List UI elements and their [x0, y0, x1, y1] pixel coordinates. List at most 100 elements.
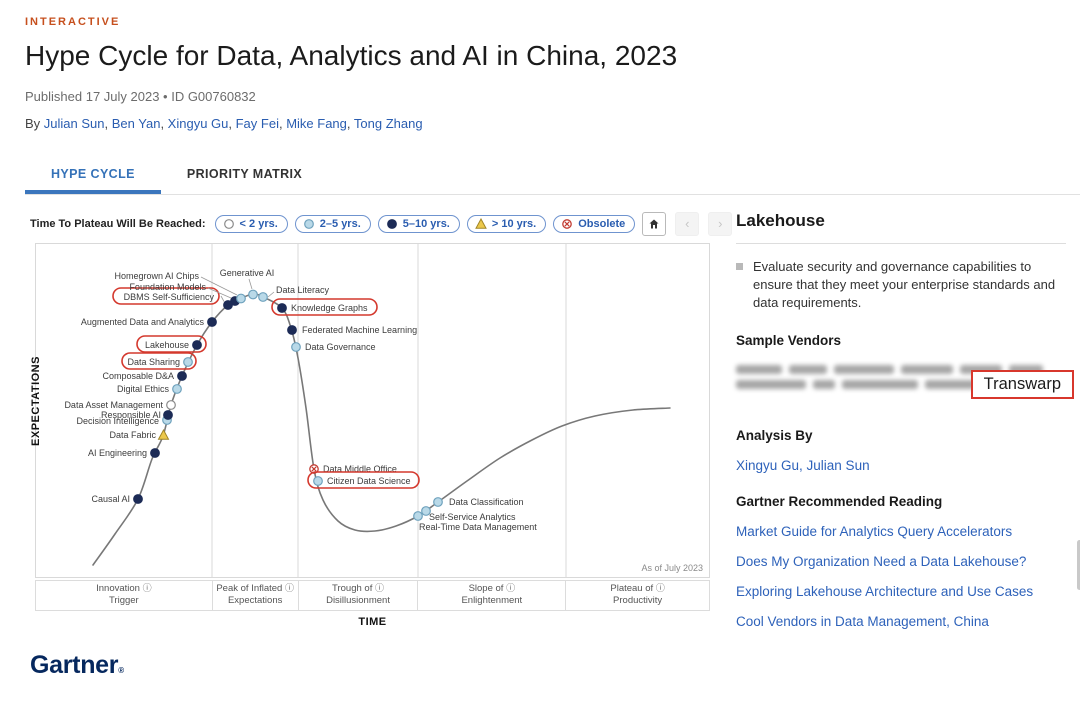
- tab-hype-cycle[interactable]: HYPE CYCLE: [25, 157, 161, 194]
- reading-link-1[interactable]: Market Guide for Analytics Query Acceler…: [736, 524, 1013, 540]
- chart-point-data-fabric[interactable]: Data Fabric: [109, 428, 170, 440]
- info-icon[interactable]: ⓘ: [285, 582, 295, 593]
- chart-point-dbms-self-sufficiency[interactable]: DBMS Self-Sufficiency: [112, 286, 233, 310]
- hype-cycle-chart: EXPECTATIONS Causal AI AI Engineering Data…: [25, 242, 710, 628]
- chart-point-homegrown-ai-chips[interactable]: Homegrown AI Chips: [114, 271, 246, 304]
- x-axis-label: TIME: [358, 615, 387, 628]
- page-title: Hype Cycle for Data, Analytics and AI in…: [25, 40, 678, 71]
- reading-link-4[interactable]: Cool Vendors in Data Management, China: [736, 614, 989, 630]
- reading-link-3[interactable]: Exploring Lakehouse Architecture and Use…: [736, 584, 1034, 600]
- analysis-by-heading: Analysis By: [736, 428, 813, 444]
- chart-point-data-governance[interactable]: Data Governance: [291, 342, 376, 352]
- chart-point-composable-d-a[interactable]: Composable D&A: [102, 371, 187, 381]
- svg-text:Lakehouse: Lakehouse: [145, 340, 189, 350]
- chart-point-federated-machine-learning[interactable]: Federated Machine Learning: [287, 325, 417, 335]
- 5-10yrs-circle-icon: [386, 218, 397, 229]
- svg-text:DBMS Self-Sufficiency: DBMS Self-Sufficiency: [124, 292, 215, 302]
- author-link[interactable]: Fay Fei: [235, 115, 279, 131]
- chart-point-generative-ai[interactable]: Generative AI: [220, 268, 275, 300]
- chart-point-ai-engineering[interactable]: AI Engineering: [88, 448, 160, 458]
- chart-point-data-classification[interactable]: Data Classification: [433, 497, 524, 507]
- info-icon[interactable]: ⓘ: [142, 582, 152, 593]
- legend-pill-lt-2yrs[interactable]: < 2 yrs.: [214, 214, 288, 233]
- svg-text:Causal AI: Causal AI: [91, 494, 130, 504]
- author-link[interactable]: Julian Sun: [43, 115, 105, 131]
- legend-pill-2-5yrs[interactable]: 2–5 yrs.: [294, 214, 371, 233]
- chart-point-citizen-data-science[interactable]: Citizen Data Science: [307, 470, 420, 489]
- square-bullet-icon: [736, 262, 743, 270]
- byline-authors: Julian Sun, Ben Yan, Xingyu Gu, Fay Fei,…: [43, 115, 423, 131]
- home-button[interactable]: [642, 211, 667, 236]
- gt10yrs-triangle-icon: [475, 217, 487, 229]
- svg-text:Data Middle Office: Data Middle Office: [323, 464, 397, 474]
- legend-pill-5-10yrs[interactable]: 5–10 yrs.: [377, 214, 460, 233]
- panel-bullet: Evaluate security and governance capabil…: [736, 258, 1066, 313]
- recommended-reading-heading: Gartner Recommended Reading: [736, 494, 943, 510]
- chart-point-data-middle-office[interactable]: Data Middle Office: [309, 464, 397, 474]
- chart-point-data-asset-management[interactable]: Data Asset Management: [64, 400, 176, 410]
- chart-point-data-literacy[interactable]: Data Literacy: [258, 285, 330, 302]
- next-button[interactable]: ›: [708, 211, 733, 236]
- svg-text:Data Sharing: Data Sharing: [127, 357, 180, 367]
- phase-peak-of-inflated-expectations: Peak of Inflated ⓘ Expectations: [211, 579, 299, 611]
- legend-pill-gt-10yrs[interactable]: > 10 yrs.: [466, 214, 547, 233]
- phase-slope-of-enlightenment: Slope of ⓘ Enlightenment: [417, 579, 567, 611]
- tab-bar: HYPE CYCLE PRIORITY MATRIX: [25, 157, 1080, 195]
- redacted-vendor-text: [736, 361, 1066, 376]
- svg-text:Real-Time Data Management: Real-Time Data Management: [419, 522, 537, 532]
- svg-text:Data Classification: Data Classification: [449, 497, 524, 507]
- chart-point-digital-ethics[interactable]: Digital Ethics: [117, 384, 182, 394]
- detail-panel: Lakehouse Evaluate security and governan…: [736, 195, 1080, 630]
- chart-point-causal-ai[interactable]: Causal AI: [91, 494, 143, 504]
- phase-innovation-trigger: Innovation ⓘ Trigger: [35, 579, 213, 611]
- author-link[interactable]: Ben Yan: [111, 115, 161, 131]
- svg-text:Data Fabric: Data Fabric: [109, 430, 156, 440]
- svg-text:Self-Service Analytics: Self-Service Analytics: [429, 512, 516, 522]
- chart-toolbar: ‹ ›: [642, 211, 735, 236]
- svg-text:Augmented Data and Analytics: Augmented Data and Analytics: [81, 317, 205, 327]
- author-link[interactable]: Mike Fang: [286, 115, 347, 131]
- analysis-by-authors-link[interactable]: Xingyu Gu, Julian Sun: [736, 458, 870, 474]
- legend-title: Time To Plateau Will Be Reached:: [30, 217, 206, 230]
- panel-scrollbar-thumb[interactable]: [1077, 539, 1080, 590]
- svg-text:Decision Intelligence: Decision Intelligence: [76, 416, 159, 426]
- svg-text:Citizen Data Science: Citizen Data Science: [327, 476, 411, 486]
- footer: Gartner®: [25, 651, 1080, 680]
- legend-pill-obsolete[interactable]: Obsolete: [553, 214, 636, 233]
- byline: By Julian Sun, Ben Yan, Xingyu Gu, Fay F…: [25, 116, 1080, 131]
- vendor-highlight-box: Transwarp: [970, 370, 1074, 400]
- sample-vendors-block: Transwarp: [736, 361, 1074, 407]
- svg-text:Composable D&A: Composable D&A: [102, 371, 174, 381]
- chart-section: Time To Plateau Will Be Reached: < 2 yrs…: [25, 195, 733, 630]
- svg-text:Generative AI: Generative AI: [220, 268, 275, 278]
- page: INTERACTIVE Hype Cycle for Data, Analyti…: [25, 16, 1080, 680]
- prev-button[interactable]: ‹: [675, 211, 700, 236]
- chart-point-real-time-data-management[interactable]: Real-Time Data Management: [413, 510, 538, 532]
- svg-text:Knowledge Graphs: Knowledge Graphs: [291, 303, 368, 313]
- 2-5yrs-circle-icon: [303, 218, 314, 229]
- author-link[interactable]: Tong Zhang: [353, 115, 423, 131]
- info-icon[interactable]: ⓘ: [655, 582, 665, 593]
- lt2yrs-circle-icon: [223, 218, 234, 229]
- panel-title: Lakehouse: [736, 211, 1066, 244]
- info-icon[interactable]: ⓘ: [506, 582, 516, 593]
- author-link[interactable]: Xingyu Gu: [167, 115, 229, 131]
- obsolete-crossed-circle-icon: [562, 218, 573, 229]
- reading-link-2[interactable]: Does My Organization Need a Data Lakehou…: [736, 554, 1027, 570]
- svg-text:Data Governance: Data Governance: [305, 342, 376, 352]
- svg-text:Foundation Models: Foundation Models: [129, 282, 206, 292]
- chart-point-data-sharing[interactable]: Data Sharing: [121, 351, 197, 370]
- info-icon[interactable]: ⓘ: [374, 582, 384, 593]
- chart-point-lakehouse[interactable]: Lakehouse: [136, 334, 207, 353]
- chart-point-knowledge-graphs[interactable]: Knowledge Graphs: [271, 297, 378, 316]
- svg-text:Federated Machine Learning: Federated Machine Learning: [302, 325, 417, 335]
- chart-point-self-service-analytics[interactable]: Self-Service Analytics: [421, 505, 516, 522]
- interactive-kicker: INTERACTIVE: [25, 16, 121, 28]
- published-line: Published 17 July 2023 • ID G00760832: [25, 88, 256, 104]
- chart-point-augmented-data-and-analytics[interactable]: Augmented Data and Analytics: [81, 317, 217, 327]
- chart-point-responsible-ai[interactable]: Responsible AI: [101, 410, 173, 420]
- phase-trough-of-disillusionment: Trough of ⓘ Disillusionment: [297, 579, 419, 611]
- phase-label-row: Innovation ⓘ Trigger Peak of Inflated ⓘ Ex…: [35, 579, 710, 611]
- tab-priority-matrix[interactable]: PRIORITY MATRIX: [186, 166, 303, 181]
- byline-prefix: By: [25, 115, 44, 131]
